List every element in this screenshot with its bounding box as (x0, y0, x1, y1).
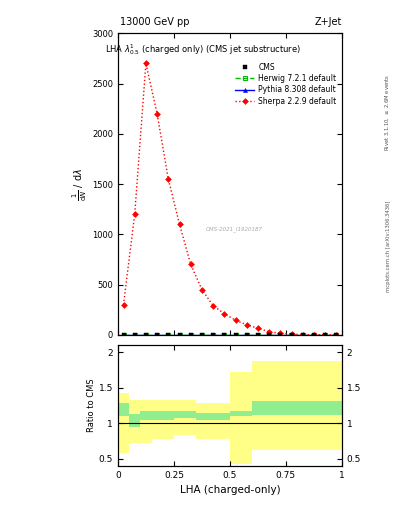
Text: LHA $\lambda^{1}_{0.5}$ (charged only) (CMS jet substructure): LHA $\lambda^{1}_{0.5}$ (charged only) (… (105, 42, 301, 57)
CMS (334, 332, 339, 338)
Herwig 7.2.1 default (323, 332, 327, 338)
Pythia 8.308 default (278, 332, 283, 338)
Sherpa 2.2.9 default (177, 221, 182, 227)
Herwig 7.2.1 default (267, 332, 272, 338)
CMS (233, 332, 238, 338)
CMS (188, 332, 193, 338)
Line: Herwig 7.2.1 default: Herwig 7.2.1 default (122, 333, 338, 336)
Herwig 7.2.1 default (166, 332, 171, 338)
Herwig 7.2.1 default (300, 332, 305, 338)
Line: CMS: CMS (122, 333, 338, 336)
CMS (200, 332, 204, 338)
Sherpa 2.2.9 default (278, 330, 283, 336)
Pythia 8.308 default (222, 332, 227, 338)
Herwig 7.2.1 default (155, 332, 160, 338)
Herwig 7.2.1 default (244, 332, 249, 338)
Y-axis label: Ratio to CMS: Ratio to CMS (87, 379, 96, 433)
Sherpa 2.2.9 default (233, 317, 238, 323)
Pythia 8.308 default (177, 332, 182, 338)
CMS (211, 332, 215, 338)
CMS (244, 332, 249, 338)
Pythia 8.308 default (166, 332, 171, 338)
Pythia 8.308 default (323, 332, 327, 338)
CMS (155, 332, 160, 338)
Sherpa 2.2.9 default (323, 332, 327, 338)
Herwig 7.2.1 default (200, 332, 204, 338)
Sherpa 2.2.9 default (143, 60, 148, 67)
Line: Pythia 8.308 default: Pythia 8.308 default (121, 333, 338, 337)
Y-axis label: $\frac{1}{\mathrm{d}N}$ / $\mathrm{d}\lambda$: $\frac{1}{\mathrm{d}N}$ / $\mathrm{d}\la… (71, 167, 89, 201)
X-axis label: LHA (charged-only): LHA (charged-only) (180, 485, 280, 495)
Sherpa 2.2.9 default (289, 331, 294, 337)
Herwig 7.2.1 default (312, 332, 316, 338)
CMS (267, 332, 272, 338)
Herwig 7.2.1 default (121, 332, 126, 338)
Pythia 8.308 default (155, 332, 160, 338)
Sherpa 2.2.9 default (312, 332, 316, 338)
Sherpa 2.2.9 default (121, 302, 126, 308)
Sherpa 2.2.9 default (155, 111, 160, 117)
CMS (323, 332, 327, 338)
CMS (300, 332, 305, 338)
Herwig 7.2.1 default (233, 332, 238, 338)
CMS (177, 332, 182, 338)
Line: Sherpa 2.2.9 default: Sherpa 2.2.9 default (121, 61, 338, 337)
Pythia 8.308 default (143, 332, 148, 338)
Herwig 7.2.1 default (177, 332, 182, 338)
CMS (312, 332, 316, 338)
Herwig 7.2.1 default (188, 332, 193, 338)
Sherpa 2.2.9 default (222, 311, 227, 317)
Text: mcplots.cern.ch [arXiv:1306.3436]: mcplots.cern.ch [arXiv:1306.3436] (386, 200, 391, 291)
Herwig 7.2.1 default (278, 332, 283, 338)
CMS (289, 332, 294, 338)
Pythia 8.308 default (267, 332, 272, 338)
Text: Z+Jet: Z+Jet (314, 17, 342, 27)
Sherpa 2.2.9 default (132, 211, 137, 217)
Sherpa 2.2.9 default (166, 176, 171, 182)
Sherpa 2.2.9 default (211, 303, 215, 309)
CMS (166, 332, 171, 338)
Sherpa 2.2.9 default (255, 325, 260, 331)
Pythia 8.308 default (211, 332, 215, 338)
CMS (278, 332, 283, 338)
Pythia 8.308 default (300, 332, 305, 338)
Sherpa 2.2.9 default (200, 287, 204, 293)
Sherpa 2.2.9 default (334, 332, 339, 338)
Pythia 8.308 default (334, 332, 339, 338)
Pythia 8.308 default (312, 332, 316, 338)
Pythia 8.308 default (289, 332, 294, 338)
Herwig 7.2.1 default (132, 332, 137, 338)
Herwig 7.2.1 default (222, 332, 227, 338)
Sherpa 2.2.9 default (267, 329, 272, 335)
Herwig 7.2.1 default (143, 332, 148, 338)
CMS (255, 332, 260, 338)
Sherpa 2.2.9 default (300, 331, 305, 337)
Sherpa 2.2.9 default (188, 261, 193, 267)
Herwig 7.2.1 default (211, 332, 215, 338)
Text: 13000 GeV pp: 13000 GeV pp (120, 17, 190, 27)
Pythia 8.308 default (233, 332, 238, 338)
Text: Rivet 3.1.10, $\geq$ 2.6M events: Rivet 3.1.10, $\geq$ 2.6M events (384, 74, 391, 151)
Pythia 8.308 default (121, 332, 126, 338)
Pythia 8.308 default (244, 332, 249, 338)
Herwig 7.2.1 default (255, 332, 260, 338)
Pythia 8.308 default (188, 332, 193, 338)
Legend: CMS, Herwig 7.2.1 default, Pythia 8.308 default, Sherpa 2.2.9 default: CMS, Herwig 7.2.1 default, Pythia 8.308 … (234, 61, 338, 107)
Sherpa 2.2.9 default (244, 322, 249, 328)
Herwig 7.2.1 default (289, 332, 294, 338)
Pythia 8.308 default (132, 332, 137, 338)
CMS (121, 332, 126, 338)
Herwig 7.2.1 default (334, 332, 339, 338)
CMS (143, 332, 148, 338)
Pythia 8.308 default (200, 332, 204, 338)
Text: CMS-2021_I1920187: CMS-2021_I1920187 (206, 226, 263, 232)
CMS (132, 332, 137, 338)
Pythia 8.308 default (255, 332, 260, 338)
CMS (222, 332, 227, 338)
